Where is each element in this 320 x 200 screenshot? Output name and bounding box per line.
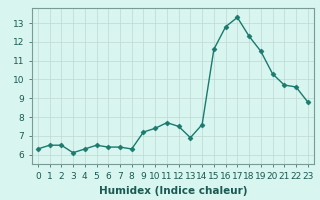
X-axis label: Humidex (Indice chaleur): Humidex (Indice chaleur) xyxy=(99,186,247,196)
